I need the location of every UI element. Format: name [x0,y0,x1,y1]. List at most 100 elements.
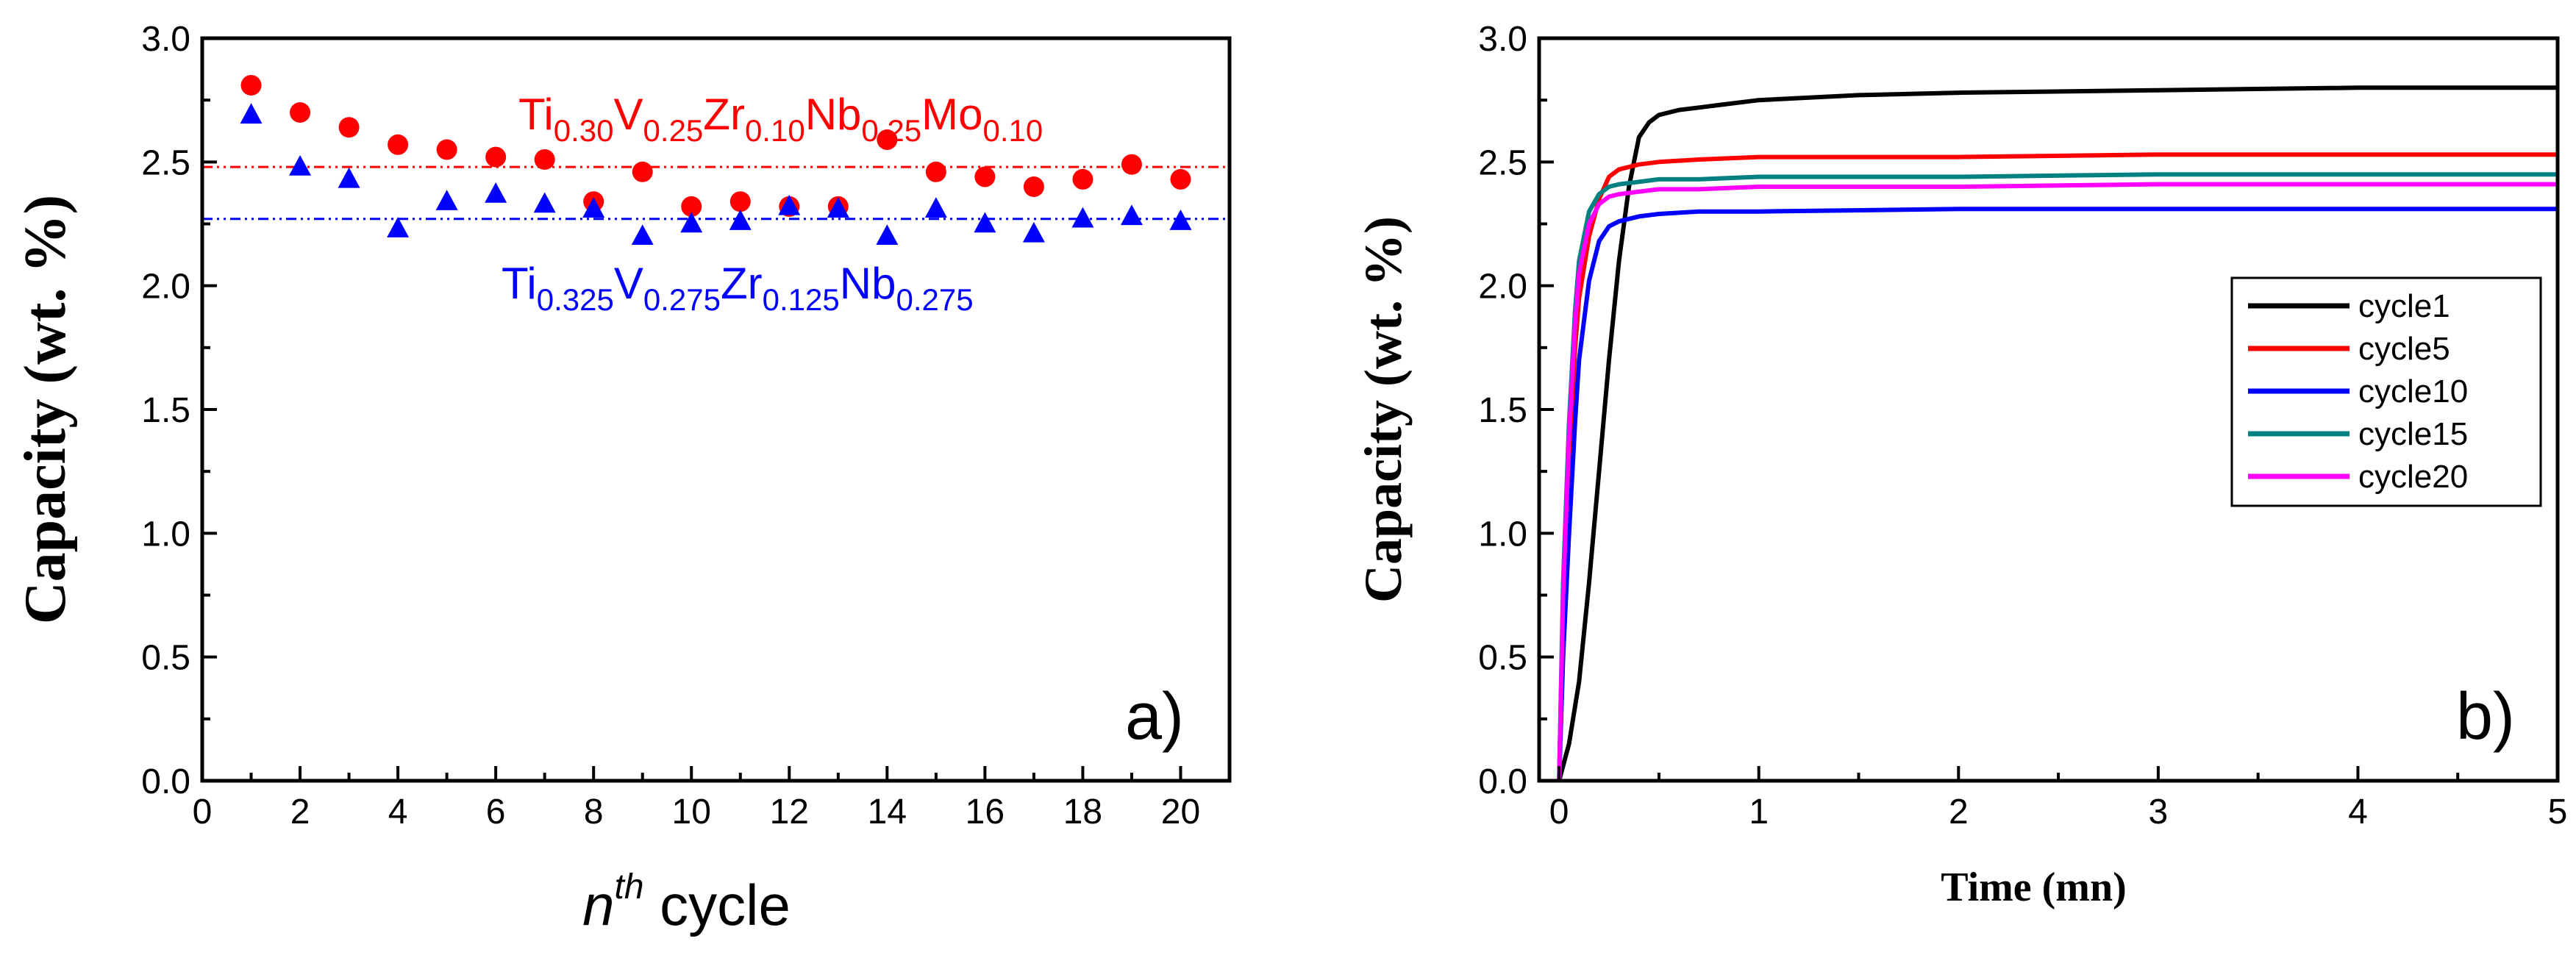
formula-subscript: 0.10 [745,113,805,148]
x-tick-label: 10 [672,793,711,831]
formula-element: Nb [840,259,896,308]
data-point [924,197,947,218]
y-tick-label: 2.5 [141,143,190,182]
data-point [240,103,263,124]
y-axis-title: Capacity (wt. %) [1354,216,1413,603]
x-axis-title-n: n [582,873,614,937]
x-tick-label: 1 [1749,793,1769,831]
data-point [338,117,360,138]
x-tick-label: 3 [2149,793,2169,831]
x-tick-label: 18 [1063,793,1102,831]
y-tick-label: 1.0 [141,515,190,554]
data-point [533,192,556,213]
x-axis-title: Time (mn) [1941,865,2127,910]
data-point [1120,204,1143,226]
legend: cycle1 cycle5 cycle10 cycle15 cycle20 [2230,276,2542,507]
x-tick-label: 20 [1161,793,1200,831]
data-point [681,196,702,217]
y-tick-label: 1.0 [1478,515,1527,554]
formula-subscript: 0.25 [643,113,704,148]
y-tick-label: 0.0 [141,762,190,801]
data-point [827,197,849,218]
data-point [1170,168,1191,190]
data-point [387,217,410,237]
series-label-blue-formula: Ti0.325​V0.275​Zr0.125​Nb0.275​ [502,259,974,317]
x-tick-label: 4 [388,793,408,831]
formula-subscript: 0.275 [896,282,973,317]
formula-element: Mo [921,90,982,139]
formula-element: Zr [703,90,745,139]
x-tick-label: 2 [290,793,310,831]
panel-b-line-chart: 0 1 2 3 4 5 0.0 0.5 1.0 1.5 2.0 2.5 3.0 Capacity (w… [1354,20,2567,910]
data-point [1169,210,1192,230]
formula-element: Nb [805,90,862,139]
formula-element: V [614,259,643,308]
data-point [1023,176,1044,197]
x-tick-label: 5 [2548,793,2568,831]
data-point [631,224,654,246]
data-point [729,191,751,212]
data-markers [240,74,1192,246]
plot-frame [200,36,1232,783]
data-point [290,102,311,123]
formula-subscript: 0.25 [861,113,921,148]
formula-element: Zr [721,259,763,308]
x-tick-label: 4 [2348,793,2368,831]
x-axis-title: nth cycle [582,868,791,937]
formula-subscript: 0.30 [554,113,614,148]
data-point [436,139,457,160]
data-point [925,161,946,182]
series-line-cycle1 [1557,85,2558,781]
y-tick-label: 0.5 [141,639,190,678]
data-point [240,74,262,96]
panel-a-scatter-chart: 0 2 4 6 8 10 12 14 16 18 20 0.00.51.01.52.02.53.0 … [13,20,1232,937]
data-point [534,149,555,170]
data-point [338,167,360,188]
y-axis-title: Capacity (wt. %) [13,195,78,624]
series-lines [1557,85,2558,781]
x-tick-label: 16 [966,793,1005,831]
panel-label: b) [2456,680,2515,754]
formula-element: Ti [502,259,537,308]
y-tick-label: 1.5 [141,391,190,430]
x-axis-title-word: cycle [644,873,791,937]
series-line-cycle20 [1557,182,2558,781]
data-point [680,212,703,233]
x-tick-label: 12 [770,793,809,831]
y-tick-label: 3.0 [141,20,190,59]
y-axis-ticks: 0.0 0.5 1.0 1.5 2.0 2.5 3.0 [141,20,217,801]
y-tick-label: 2.0 [141,268,190,307]
legend-entry-label: cycle1 [2358,288,2450,324]
legend-entry-label: cycle10 [2358,373,2468,409]
data-point [974,166,996,187]
data-point [582,197,605,218]
y-tick-label: 2.5 [1478,143,1527,182]
data-point [877,129,898,151]
series-line-cycle10 [1557,207,2558,781]
x-tick-label: 8 [584,793,604,831]
formula-element: Ti [518,90,554,139]
x-axis-ticks: 0 1 2 3 4 5 [1549,766,2568,831]
data-point [632,161,653,182]
panel-label: a) [1125,680,1184,754]
reference-lines [202,165,1230,221]
legend-entry-label: cycle5 [2358,331,2450,367]
data-point [1071,207,1094,228]
data-point [778,194,801,215]
y-axis-ticks: 0.0 0.5 1.0 1.5 2.0 2.5 3.0 [1478,20,1554,801]
x-tick-label: 2 [1949,793,1969,831]
data-point [876,224,899,246]
data-point [1022,221,1045,243]
data-point [485,146,507,168]
x-tick-label: 14 [868,793,907,831]
x-axis-title-sup: th [614,868,643,906]
data-point [388,134,409,155]
data-point [729,210,752,230]
y-tick-label: 1.5 [1478,391,1527,430]
data-point [289,154,312,176]
formula-subscript: 0.275 [643,282,721,317]
x-tick-label: 0 [1549,793,1569,831]
y-tick-label: 0.5 [1478,639,1527,678]
legend-entry-label: cycle20 [2358,459,2468,495]
